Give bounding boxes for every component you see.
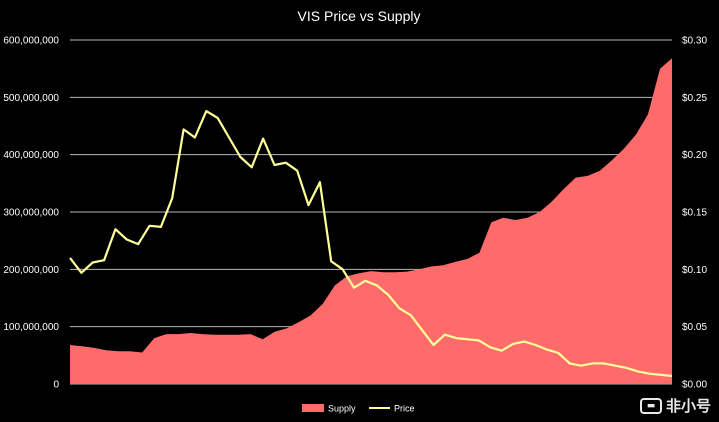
right-tick-label: $0.25 [682,93,707,104]
price-line-layer [69,109,673,378]
gridlines [70,39,672,385]
watermark-text: 非小号 [665,397,711,415]
legend-label-supply: Supply [328,404,356,414]
legend-swatch-supply [302,404,324,412]
left-tick-label: 400,000,000 [3,150,59,161]
legend: Supply Price [302,404,415,414]
left-tick-label: 100,000,000 [3,322,59,333]
legend-label-price: Price [394,404,415,414]
right-tick-label: $0.05 [682,322,707,333]
watermark: ▬ 非小号 [639,395,711,416]
chart-title: VIS Price vs Supply [298,8,421,24]
right-tick-label: $0.15 [682,208,707,219]
right-axis-ticks: $0.00 $0.05 $0.10 $0.15 $0.20 $0.25 $0.30 [682,36,707,391]
left-tick-label: 0 [53,380,59,391]
right-tick-label: $0.20 [682,150,707,161]
right-tick-label: $0.10 [682,265,707,276]
left-tick-label: 600,000,000 [3,36,59,47]
feixiaohao-logo-icon: ▬ [639,397,662,414]
left-tick-label: 300,000,000 [3,208,59,219]
left-axis-ticks: 0 100,000,000 200,000,000 300,000,000 400,00… [3,36,59,391]
price-line [69,109,673,378]
left-tick-label: 200,000,000 [3,265,59,276]
supply-area [70,58,672,385]
supply-area-layer [70,58,672,385]
right-tick-label: $0.30 [682,36,707,47]
right-tick-label: $0.00 [682,380,707,391]
left-tick-label: 500,000,000 [3,93,59,104]
